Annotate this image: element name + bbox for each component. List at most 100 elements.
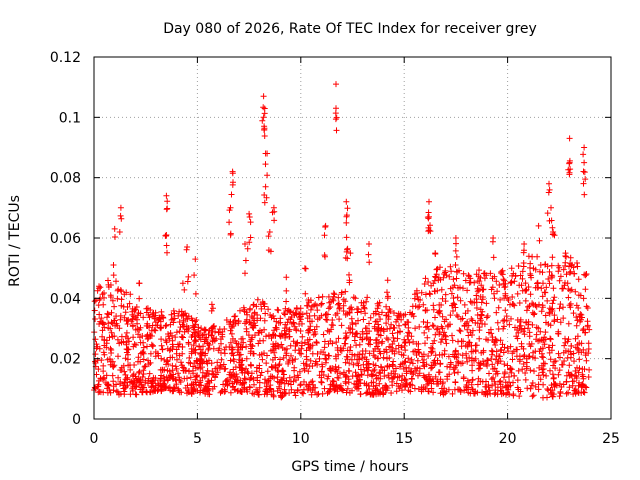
data-point — [176, 328, 183, 335]
data-point — [347, 250, 354, 257]
data-point — [323, 356, 330, 363]
data-point — [100, 368, 107, 375]
data-point — [355, 317, 361, 324]
data-point — [543, 372, 550, 379]
data-point — [338, 322, 345, 329]
data-point — [549, 224, 556, 231]
data-point — [467, 390, 474, 397]
data-point — [325, 352, 332, 359]
data-point — [134, 377, 141, 384]
data-point — [557, 354, 563, 361]
data-point — [242, 270, 248, 277]
data-point — [100, 374, 107, 381]
data-point — [568, 286, 575, 293]
data-point — [259, 356, 266, 363]
data-point — [451, 351, 458, 358]
data-point — [557, 319, 564, 326]
data-point — [358, 372, 365, 378]
data-point — [297, 381, 304, 388]
data-point — [220, 361, 227, 368]
data-point — [378, 364, 385, 371]
data-point — [173, 329, 180, 336]
data-point — [283, 377, 290, 384]
data-point — [145, 334, 152, 341]
data-point — [450, 276, 457, 283]
data-point — [538, 350, 545, 357]
data-point — [384, 325, 391, 332]
data-point — [116, 325, 123, 332]
data-point — [321, 385, 328, 392]
data-point — [250, 315, 257, 322]
data-point — [297, 382, 304, 389]
data-point — [476, 324, 483, 331]
data-point — [133, 342, 139, 348]
data-point — [560, 266, 567, 273]
data-point — [582, 272, 589, 279]
data-point — [345, 325, 352, 331]
data-point — [537, 328, 544, 335]
data-point — [135, 310, 142, 316]
data-point — [264, 391, 270, 398]
data-point — [575, 305, 582, 311]
data-point — [338, 289, 345, 296]
data-point — [560, 349, 567, 356]
data-point — [192, 256, 199, 263]
data-point — [120, 382, 127, 389]
data-point — [256, 384, 263, 391]
data-point — [504, 345, 511, 352]
data-point — [546, 344, 553, 351]
data-point — [442, 332, 449, 339]
data-point — [502, 307, 509, 314]
data-point — [149, 388, 156, 395]
data-point — [344, 385, 351, 392]
data-point — [261, 133, 268, 139]
data-point — [239, 357, 246, 364]
data-point — [247, 384, 253, 391]
data-point — [436, 301, 443, 308]
data-point — [434, 378, 441, 385]
data-point — [244, 245, 251, 252]
data-point — [439, 380, 446, 387]
data-point — [343, 234, 350, 241]
data-point — [471, 279, 478, 286]
data-point — [512, 272, 519, 279]
data-point — [389, 330, 396, 337]
data-point — [255, 340, 262, 347]
data-point — [302, 290, 309, 297]
data-point — [442, 291, 449, 298]
data-point — [402, 358, 409, 365]
data-point — [241, 308, 248, 315]
data-point — [581, 169, 588, 176]
data-point — [488, 356, 495, 362]
data-point — [136, 280, 143, 287]
data-point — [191, 324, 198, 330]
data-point — [285, 360, 292, 367]
data-point — [549, 393, 556, 400]
data-point — [185, 325, 192, 331]
data-point — [272, 364, 279, 370]
data-point — [376, 311, 382, 318]
data-point — [473, 305, 480, 311]
data-point — [415, 304, 421, 311]
data-point — [494, 288, 501, 295]
data-point — [294, 339, 301, 346]
data-point — [467, 298, 474, 305]
data-point — [494, 391, 501, 398]
data-point — [580, 151, 587, 158]
data-point — [457, 297, 464, 304]
data-point — [495, 304, 502, 311]
data-point — [401, 359, 408, 366]
data-point — [566, 171, 573, 178]
data-point — [416, 323, 423, 330]
data-point — [344, 347, 351, 354]
data-point — [243, 355, 250, 362]
data-point — [375, 326, 382, 333]
data-point — [210, 323, 217, 330]
data-point — [455, 313, 461, 320]
data-point — [206, 391, 213, 398]
data-point — [262, 183, 269, 190]
data-point — [309, 303, 315, 310]
data-point — [426, 213, 432, 220]
data-point — [567, 254, 574, 261]
data-point — [427, 228, 434, 235]
